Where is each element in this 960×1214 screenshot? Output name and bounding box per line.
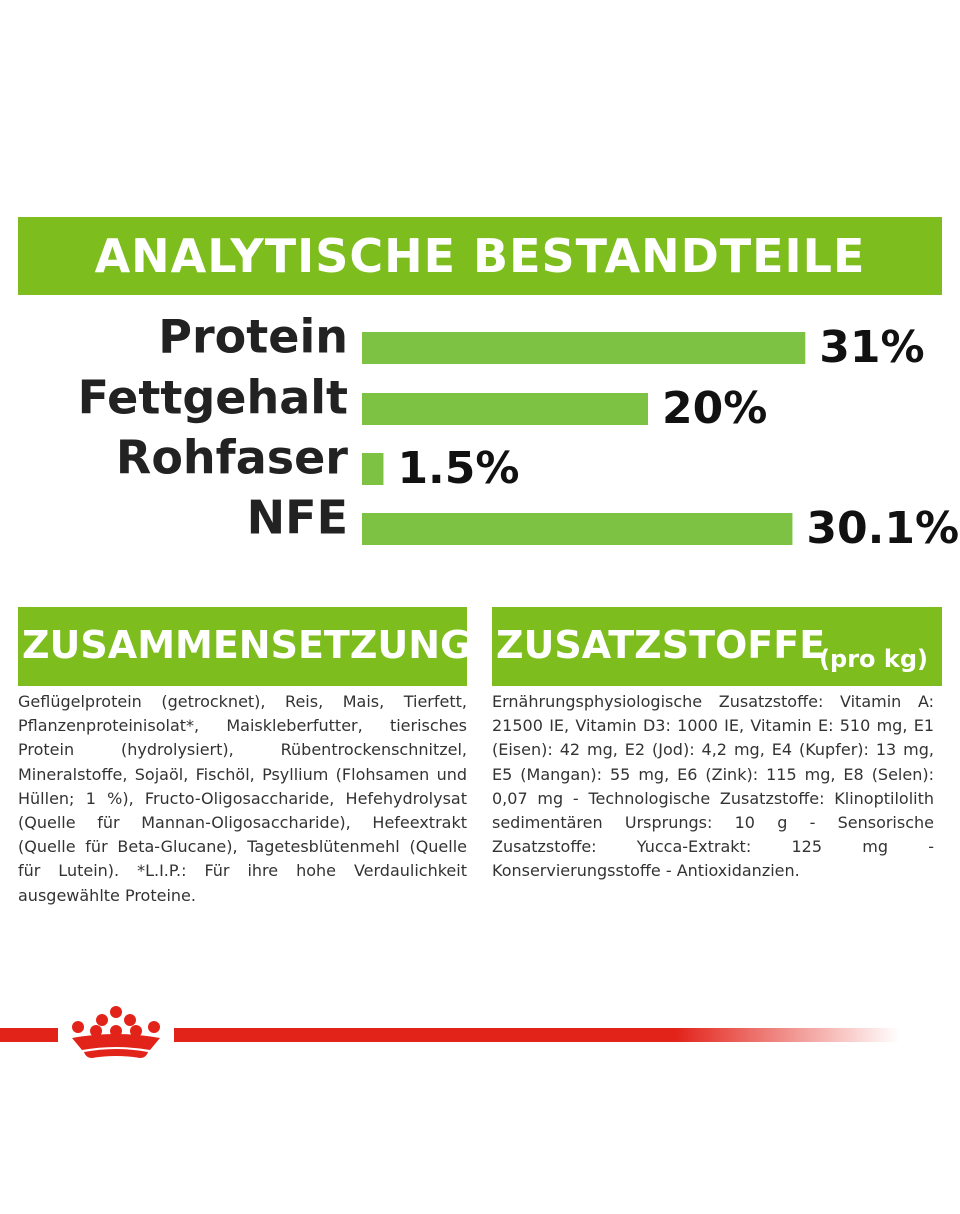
category-label: NFE <box>247 491 348 545</box>
category-label: Fettgehalt <box>78 371 348 425</box>
additives-text: Ernährungsphysiologische Zusatzstoffe: V… <box>492 692 934 881</box>
bar <box>362 453 384 485</box>
nutrient-chart: Protein 31% Fettgehalt 20% Rohfaser 1.5% NFE 30… <box>78 310 960 555</box>
category-label: Protein <box>158 310 348 364</box>
additives-subtitle: (pro kg) <box>819 645 928 673</box>
category-label: Rohfaser <box>116 431 348 485</box>
crown-logo <box>72 1006 160 1058</box>
bar <box>362 332 806 364</box>
additives-title: ZUSATZSTOFFE <box>496 623 826 667</box>
composition-header: ZUSAMMENSETZUNG <box>18 607 471 686</box>
composition-text: Geflügelprotein (getrocknet), Reis, Mais… <box>18 692 467 905</box>
value-label: 20% <box>662 383 767 434</box>
main-title: ANALYTISCHE BESTANDTEILE <box>18 217 942 295</box>
bar <box>362 513 793 545</box>
value-label: 1.5% <box>397 443 519 494</box>
bar <box>362 393 648 425</box>
brand-line <box>0 1028 900 1042</box>
value-label: 30.1% <box>806 503 959 554</box>
composition-title: ZUSAMMENSETZUNG <box>22 623 472 667</box>
value-label: 31% <box>819 322 924 373</box>
additives-header: ZUSATZSTOFFE (pro kg) <box>492 607 942 686</box>
brand-footer <box>0 1006 900 1062</box>
